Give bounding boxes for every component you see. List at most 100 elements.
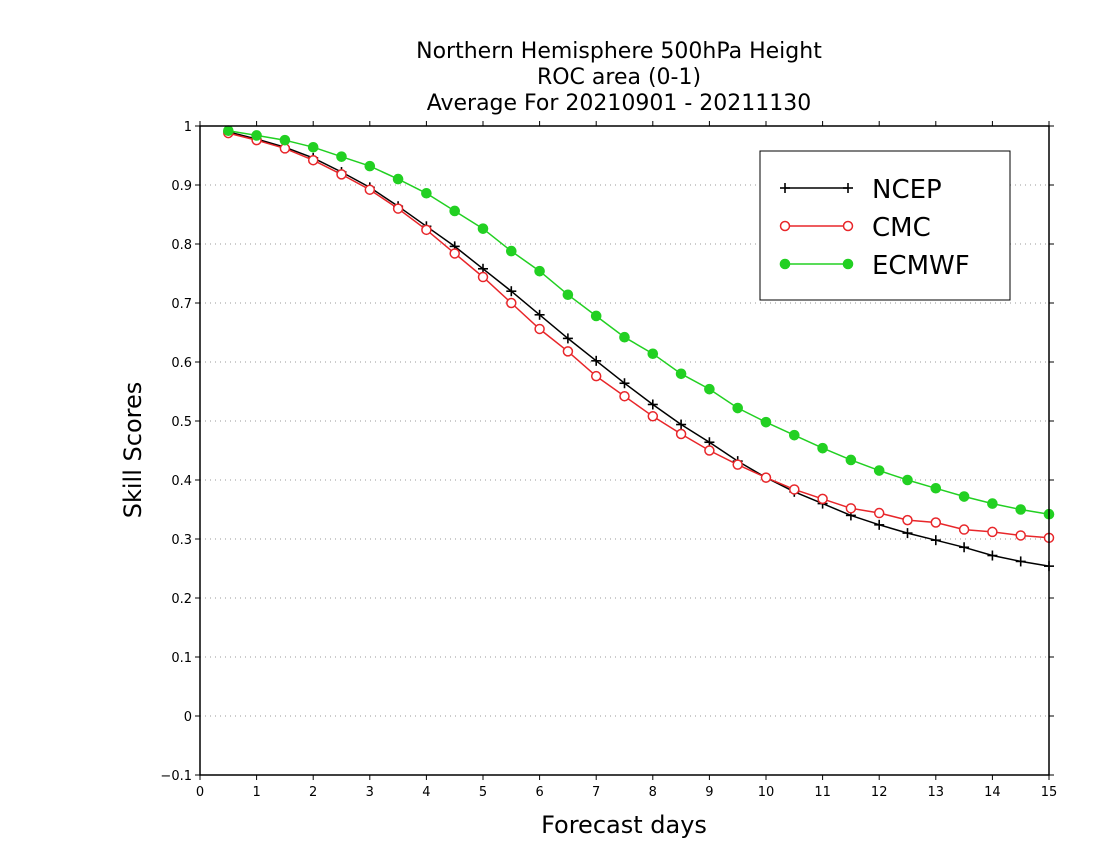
data-point-ecmwf [789, 429, 800, 441]
legend-marker-ncep [843, 183, 853, 193]
chart-title: Northern Hemisphere 500hPa Height ROC ar… [416, 39, 822, 116]
x-tick-label: 0 [196, 785, 204, 800]
series-cmc [223, 127, 1055, 544]
data-point-ecmwf [364, 160, 376, 172]
data-point-ncep [874, 519, 885, 530]
x-tick-label: 8 [649, 785, 657, 800]
data-point-cmc [506, 297, 517, 309]
data-point-cmc [902, 514, 913, 526]
data-point-cmc [449, 248, 460, 259]
y-tick-label: 0.8 [171, 238, 192, 253]
data-point-ecmwf [958, 491, 970, 502]
x-tick-label: 15 [1041, 785, 1058, 800]
data-point-cmc [307, 154, 319, 166]
x-tick-label: 11 [814, 785, 831, 800]
y-axis-label: Skill Scores [119, 382, 147, 519]
series-line-ncep [228, 131, 1050, 567]
data-point-ecmwf [817, 442, 828, 454]
data-point-cmc [789, 484, 800, 495]
data-point-cmc [732, 459, 743, 470]
data-point-ncep [591, 355, 602, 366]
data-point-ecmwf [675, 368, 687, 380]
legend-marker-cmc [779, 220, 791, 232]
data-point-ncep [506, 286, 517, 297]
data-point-cmc [760, 472, 772, 483]
data-point-cmc [647, 411, 659, 422]
data-point-ncep [647, 399, 658, 410]
data-point-ecmwf [534, 265, 545, 277]
y-tick-label: −0.1 [160, 769, 192, 784]
data-point-ecmwf [590, 310, 602, 322]
data-point-cmc [675, 428, 687, 440]
y-tick-label: 0.7 [171, 297, 192, 312]
data-point-cmc [562, 346, 574, 357]
data-point-cmc [421, 224, 432, 236]
data-point-ncep [562, 333, 573, 344]
x-tick-label: 4 [422, 785, 430, 800]
x-tick-label: 5 [479, 785, 487, 800]
x-axis-label: Forecast days [541, 811, 707, 839]
data-point-ecmwf [307, 141, 319, 153]
y-tick-label: 0.5 [171, 415, 192, 430]
y-tick-label: 1 [184, 120, 192, 135]
data-point-cmc [704, 445, 715, 456]
x-tick-label: 12 [871, 785, 888, 800]
x-tick-label: 14 [984, 785, 1001, 800]
y-tick-label: 0.2 [171, 592, 192, 607]
data-point-cmc [392, 203, 404, 214]
data-point-ecmwf [477, 223, 489, 234]
data-point-ecmwf [902, 474, 913, 486]
axis-ticks: −0.100.10.20.30.40.50.60.70.80.910 1 2 3 4 5 6… [160, 120, 1057, 800]
x-tick-label: 7 [592, 785, 600, 800]
data-point-cmc [477, 271, 489, 283]
data-point-ecmwf [760, 416, 772, 428]
legend-label-cmc: CMC [872, 213, 931, 243]
data-point-ecmwf [336, 151, 347, 162]
data-point-cmc [817, 493, 828, 505]
legend-label-ecmwf: ECMWF [872, 251, 970, 281]
data-point-ncep [902, 528, 913, 539]
data-point-cmc [958, 524, 970, 535]
x-tick-label: 10 [758, 785, 775, 800]
data-point-cmc [590, 370, 602, 382]
data-point-cmc [987, 526, 998, 538]
data-point-ncep [1015, 556, 1026, 567]
x-tick-label: 6 [535, 785, 543, 800]
data-point-ncep [959, 542, 970, 553]
data-point-ecmwf [987, 498, 998, 509]
series-ecmwf [223, 125, 1055, 520]
data-point-cmc [364, 184, 376, 195]
data-point-ncep [987, 550, 998, 561]
data-point-cmc [336, 169, 347, 180]
data-point-ecmwf [279, 134, 291, 146]
data-point-ecmwf [562, 289, 574, 301]
legend-marker-ecmwf [842, 258, 854, 270]
data-point-cmc [534, 323, 545, 335]
data-series [223, 125, 1055, 572]
x-tick-label: 9 [705, 785, 713, 800]
data-point-ecmwf [619, 331, 630, 343]
data-point-ecmwf [873, 465, 885, 476]
y-tick-label: 0 [184, 710, 192, 725]
data-point-cmc [845, 503, 857, 514]
x-tick-label: 1 [252, 785, 260, 800]
data-point-ecmwf [251, 130, 262, 141]
title-line-1: Northern Hemisphere 500hPa Height [416, 39, 822, 64]
data-point-cmc [930, 517, 942, 528]
y-tick-label: 0.6 [171, 356, 192, 371]
y-tick-label: 0.1 [171, 651, 192, 666]
y-tick-label: 0.4 [171, 474, 192, 489]
data-point-ncep [930, 535, 941, 546]
legend-marker-ecmwf [779, 258, 791, 270]
data-point-ecmwf [421, 187, 432, 199]
data-point-ecmwf [647, 348, 659, 360]
plot-frame [199, 125, 1050, 776]
legend: NCEP CMC ECMWF [759, 150, 1011, 301]
data-point-ncep [676, 419, 687, 430]
data-point-ecmwf [930, 482, 942, 494]
x-tick-label: 2 [309, 785, 317, 800]
x-tick-label: 3 [366, 785, 374, 800]
data-point-ecmwf [449, 205, 461, 217]
title-line-3: Average For 20210901 - 20211130 [427, 91, 812, 116]
